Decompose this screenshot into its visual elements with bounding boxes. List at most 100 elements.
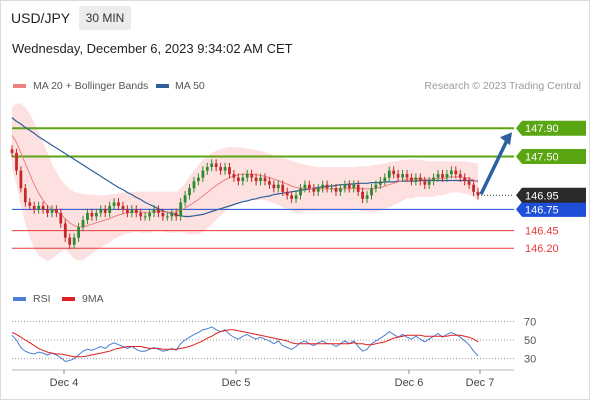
candle-body-42 [197, 177, 200, 182]
candle-body-36 [170, 212, 174, 217]
candle-body-62 [285, 191, 289, 196]
candle-body-37 [174, 212, 178, 217]
candle-body-86 [392, 170, 396, 175]
candle-body-6 [37, 205, 41, 210]
forecast-arrow-shaft [479, 137, 510, 196]
candle-body-57 [263, 177, 267, 182]
candle-body-76 [347, 184, 351, 189]
credit-label: Research © 2023 Trading Central [424, 80, 581, 92]
candle-body-65 [299, 188, 302, 196]
ma20-legend-label: MA 20 + Bollinger Bands [33, 80, 149, 92]
level-tag-147.90 [516, 120, 586, 136]
candle-body-72 [330, 188, 333, 190]
candle-body-56 [259, 177, 262, 182]
candle-body-92 [418, 177, 422, 182]
candle-body-16 [81, 220, 85, 228]
level-label-147.90: 147.90 [525, 123, 559, 135]
candle-body-68 [312, 188, 316, 192]
candle-body-77 [352, 184, 356, 189]
level-tag-147.50 [516, 148, 586, 164]
candle-body-20 [99, 209, 103, 213]
candle-body-103 [467, 181, 471, 185]
candle-body-93 [423, 181, 427, 185]
candle-body-13 [68, 237, 72, 245]
candle-body-66 [303, 184, 307, 189]
candle-body-70 [321, 184, 325, 189]
level-label-146.20: 146.20 [525, 243, 559, 255]
candle-body-32 [152, 209, 156, 213]
candle-body-30 [143, 216, 147, 218]
candle-body-39 [183, 195, 187, 203]
rsi-line [11, 326, 479, 363]
candle-body-44 [205, 167, 209, 171]
candle-body-98 [445, 174, 449, 178]
candle-body-49 [228, 167, 231, 175]
candle-body-14 [72, 237, 76, 245]
candle-body-88 [401, 174, 404, 178]
candle-body-81 [370, 188, 373, 196]
level-label-146.45: 146.45 [525, 226, 559, 238]
rsi-legend-swatch [13, 297, 26, 301]
candle-body-52 [241, 177, 245, 182]
candle-body-90 [410, 177, 413, 182]
candle-body-25 [121, 205, 125, 210]
x-tick-label-3: Dec 7 [466, 377, 495, 389]
candle-body-31 [148, 212, 151, 217]
candle-body-53 [245, 174, 249, 178]
candle-body-80 [365, 195, 369, 199]
rsi-legend-label: RSI [33, 293, 51, 305]
candle-body-71 [325, 184, 329, 189]
rsi-ma-line [11, 329, 479, 358]
candle-body-74 [339, 188, 342, 192]
rsi-ma-legend-swatch [62, 297, 75, 301]
candle-body-67 [308, 184, 311, 189]
candle-body-9 [50, 209, 54, 213]
candle-body-54 [250, 174, 254, 178]
candle-body-100 [454, 170, 458, 175]
x-tick-label-0: Dec 4 [50, 377, 79, 389]
candle-body-60 [276, 184, 280, 189]
timeframe-button[interactable]: 30 MIN [79, 6, 131, 30]
candle-body-58 [268, 181, 271, 185]
candle-body-89 [405, 174, 409, 178]
candle-body-7 [41, 205, 45, 210]
candle-body-48 [223, 167, 227, 171]
candle-body-35 [166, 216, 169, 218]
candle-body-95 [432, 177, 435, 182]
forecast-arrow-head [500, 132, 512, 146]
candle-body-99 [450, 170, 453, 175]
current-price-label: 146.95 [525, 190, 559, 202]
chart-header: USD/JPY 30 MIN [0, 0, 590, 36]
candle-body-85 [387, 170, 391, 178]
candle-body-104 [472, 184, 475, 192]
candle-body-51 [237, 177, 240, 182]
candle-body-105 [476, 191, 480, 196]
candle-body-1 [15, 152, 18, 171]
ma20-legend-swatch [13, 84, 26, 88]
candle-body-4 [28, 202, 32, 206]
candle-body-79 [361, 191, 364, 199]
rsi-ma-legend-label: 9MA [82, 293, 104, 305]
candle-body-21 [103, 209, 107, 213]
candle-body-78 [356, 184, 360, 192]
candle-body-40 [188, 188, 191, 196]
candle-body-23 [112, 202, 116, 206]
candle-body-50 [232, 174, 236, 178]
candle-body-43 [201, 170, 205, 178]
rsi-tick-30: 30 [524, 354, 536, 366]
candle-body-27 [130, 209, 134, 213]
candle-body-101 [458, 174, 462, 178]
candle-body-29 [139, 212, 143, 217]
candle-body-96 [436, 174, 440, 178]
candle-body-19 [94, 212, 98, 217]
datetime-label: Wednesday, December 6, 2023 9:34:02 AM C… [12, 41, 293, 56]
candle-body-45 [210, 163, 214, 167]
candle-body-83 [379, 181, 382, 185]
candle-body-3 [23, 188, 27, 203]
x-tick-label-1: Dec 5 [222, 377, 251, 389]
current-price-tag [516, 187, 586, 203]
candle-body-102 [463, 177, 467, 182]
candle-body-64 [294, 195, 298, 199]
candle-body-2 [19, 170, 23, 189]
candle-body-97 [441, 174, 444, 178]
